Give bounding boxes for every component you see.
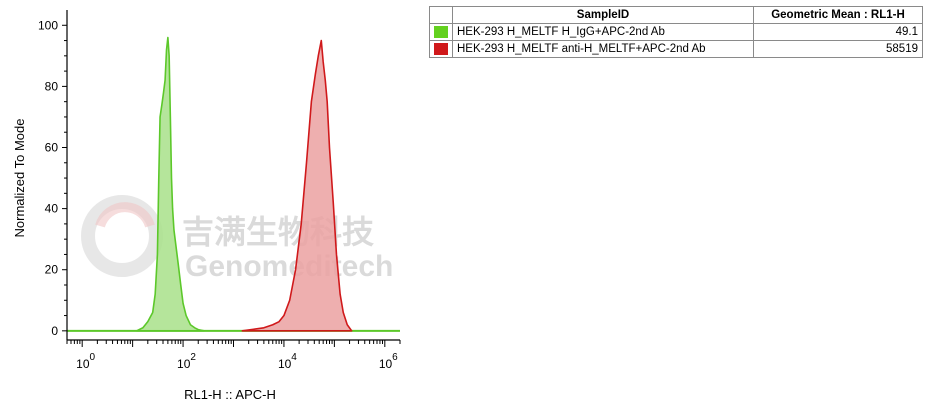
y-tick-label: 20 xyxy=(45,263,59,277)
y-tick-label: 80 xyxy=(45,79,59,93)
legend-value: 49.1 xyxy=(753,23,923,41)
legend-swatch-green xyxy=(434,25,448,38)
legend-table-container: SampleID Geometric Mean : RL1-H HEK-293 … xyxy=(429,6,925,76)
legend-sample: HEK-293 H_MELTF anti-H_MELTF+APC-2nd Ab xyxy=(452,40,754,58)
y-axis-title: Normalized To Mode xyxy=(12,119,27,238)
legend-row: HEK-293 H_MELTF anti-H_MELTF+APC-2nd Ab … xyxy=(429,40,923,58)
histogram-series-igg xyxy=(135,36,205,332)
legend-header-metric: Geometric Mean : RL1-H xyxy=(753,6,923,24)
x-tick-label: 104 xyxy=(278,352,297,371)
histogram-series-anti-meltf xyxy=(241,39,353,332)
legend-swatch-cell xyxy=(429,23,453,41)
legend-sample: HEK-293 H_MELTF H_IgG+APC-2nd Ab xyxy=(452,23,754,41)
x-tick-label: 106 xyxy=(379,352,398,371)
watermark-text-en: Genomeditech xyxy=(185,250,393,283)
x-tick-label: 102 xyxy=(177,352,196,371)
watermark-text-cn: 吉满生物科技 xyxy=(182,213,374,251)
y-tick-label: 40 xyxy=(45,202,59,216)
x-tick-label: 100 xyxy=(76,352,95,371)
legend-header-sample: SampleID xyxy=(452,6,754,24)
legend-value: 58519 xyxy=(753,40,923,58)
y-tick-label: 60 xyxy=(45,141,59,155)
x-axis-title: RL1-H :: APC-H xyxy=(184,387,276,402)
histogram-chart: 吉满生物科技 Genomeditech 0 20 40 60 80 100 100 102 1… xyxy=(12,10,401,402)
legend-table: SampleID Geometric Mean : RL1-H HEK-293 … xyxy=(429,6,923,58)
y-tick-label: 0 xyxy=(51,324,58,338)
legend-swatch-cell xyxy=(429,40,453,58)
legend-swatch-red xyxy=(434,42,448,55)
legend-header-swatch xyxy=(429,6,453,24)
legend-header-row: SampleID Geometric Mean : RL1-H xyxy=(429,6,923,24)
y-tick-label: 100 xyxy=(38,18,58,32)
watermark-logo xyxy=(81,195,163,277)
legend-row: HEK-293 H_MELTF H_IgG+APC-2nd Ab 49.1 xyxy=(429,23,923,41)
